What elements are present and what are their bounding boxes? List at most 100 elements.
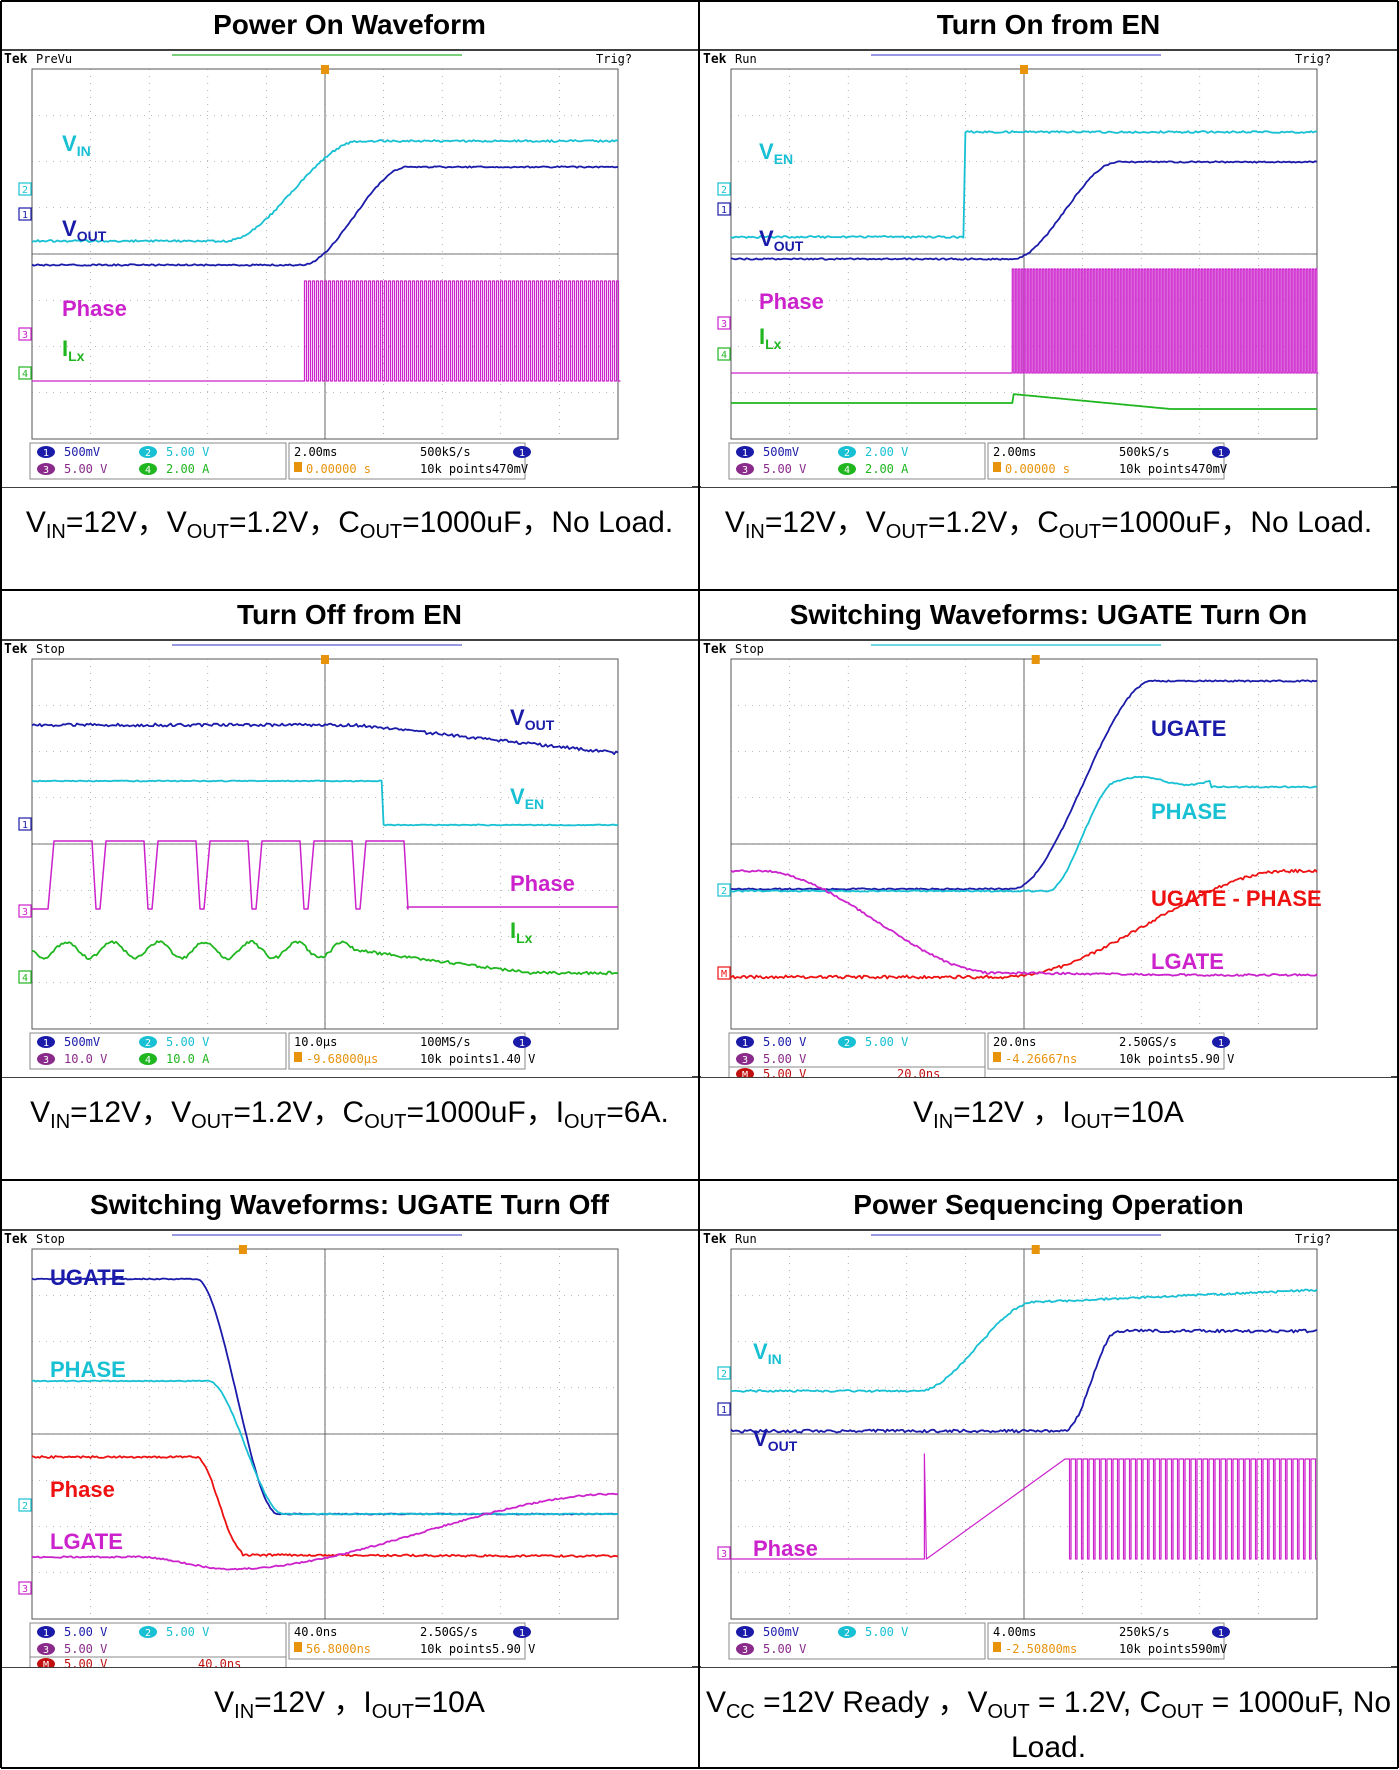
tek-logo: Tek: [703, 642, 727, 657]
caption-segment: IN: [46, 521, 66, 543]
svg-text:2: 2: [844, 448, 850, 459]
svg-text:5.00 V: 5.00 V: [763, 1642, 806, 1656]
svg-text:500mV: 500mV: [64, 445, 100, 459]
svg-text:500kS/s: 500kS/s: [1119, 445, 1170, 459]
svg-text:M: M: [742, 1070, 748, 1077]
trigger-marker: [1032, 655, 1040, 664]
channel-marker: 3: [22, 907, 28, 918]
panel-2: Turn On from EN Tek Run Trig? 2 1 3 4 VEN VOUT Pha…: [699, 0, 1398, 590]
caption-segment: IN: [745, 521, 765, 543]
tek-logo: Tek: [703, 1232, 727, 1247]
svg-text:3: 3: [742, 1055, 748, 1066]
svg-text:2.50GS/s: 2.50GS/s: [1119, 1035, 1177, 1049]
svg-text:10k points: 10k points: [1119, 1052, 1191, 1066]
trace-label: PHASE: [1151, 799, 1227, 824]
caption-segment: OUT: [1071, 1111, 1113, 1133]
svg-text:5.00 V: 5.00 V: [166, 1035, 209, 1049]
channel-marker: 3: [721, 319, 727, 330]
svg-text:2: 2: [844, 1038, 850, 1049]
tek-logo: Tek: [4, 642, 28, 657]
svg-text:100MS/s: 100MS/s: [420, 1035, 471, 1049]
svg-text:56.8000ns: 56.8000ns: [306, 1642, 371, 1656]
panel-title: Turn On from EN: [699, 0, 1398, 50]
panel-1: Power On Waveform Tek PreVu Trig? 2 1 3 4 VIN VOU…: [0, 0, 699, 590]
svg-text:M: M: [43, 1660, 49, 1667]
oscilloscope-screen: Tek PreVu Trig?2134VINVOUTPhaseILx1 500mV 2 5…: [2, 51, 692, 487]
svg-text:1: 1: [43, 448, 49, 459]
caption-segment: =1000uF，I: [406, 1096, 564, 1129]
caption-segment: IN: [50, 1111, 70, 1133]
svg-text:10k points: 10k points: [1119, 462, 1191, 476]
trace-label: Phase: [50, 1477, 115, 1502]
svg-text:4: 4: [844, 465, 850, 476]
svg-text:5.00 V: 5.00 V: [64, 1625, 107, 1639]
trace-label: Phase: [62, 296, 127, 321]
trigger-marker: [1032, 1245, 1040, 1254]
acq-mode: Stop: [735, 642, 764, 656]
svg-text:10.0 V: 10.0 V: [64, 1052, 107, 1066]
svg-text:5.00 V: 5.00 V: [763, 1052, 806, 1066]
tek-logo: Tek: [4, 1232, 28, 1247]
svg-text:40.0ns: 40.0ns: [294, 1625, 337, 1639]
caption-segment: =6A.: [606, 1096, 669, 1129]
svg-text:5.00 V: 5.00 V: [865, 1035, 908, 1049]
svg-text:500mV: 500mV: [763, 445, 799, 459]
svg-text:10k points: 10k points: [420, 462, 492, 476]
caption-segment: =1000uF，No Load.: [1101, 506, 1372, 539]
caption-segment: =1.2V，C: [233, 1096, 364, 1129]
svg-text:2.00 V: 2.00 V: [865, 445, 908, 459]
svg-text:-4.26667ns: -4.26667ns: [1005, 1052, 1077, 1066]
trace-label: Phase: [510, 871, 575, 896]
channel-marker: 1: [721, 205, 727, 216]
svg-text:1: 1: [519, 1628, 525, 1639]
panel-title: Switching Waveforms: UGATE Turn Off: [0, 1180, 699, 1230]
caption-segment: V: [30, 1096, 50, 1129]
acq-mode: PreVu: [36, 52, 72, 66]
svg-text:-2.50800ms: -2.50800ms: [1005, 1642, 1077, 1656]
acq-mode: Stop: [36, 642, 65, 656]
svg-text:0.00000 s: 0.00000 s: [1005, 462, 1070, 476]
acq-mode: Stop: [36, 1232, 65, 1246]
channel-marker: 3: [22, 1584, 28, 1595]
svg-text:5.00 V: 5.00 V: [763, 462, 806, 476]
oscilloscope-screen: Tek Run Trig?2134VENVOUTPhaseILx1 500mV 2 2.0…: [701, 51, 1391, 487]
caption-segment: =1.2V，C: [229, 506, 360, 539]
caption-segment: =10A: [1113, 1096, 1184, 1129]
svg-text:5.00 V: 5.00 V: [865, 1625, 908, 1639]
caption-segment: = 1.2V, C: [1030, 1686, 1161, 1719]
caption-segment: OUT: [187, 521, 229, 543]
caption-segment: V: [725, 506, 745, 539]
svg-text:4: 4: [145, 465, 151, 476]
caption-segment: OUT: [987, 1701, 1029, 1723]
svg-text:470mV: 470mV: [1191, 462, 1227, 476]
svg-text:2.00ms: 2.00ms: [294, 445, 337, 459]
acq-mode: Run: [735, 52, 757, 66]
svg-text:2: 2: [844, 1628, 850, 1639]
svg-text:3: 3: [742, 1645, 748, 1656]
caption-segment: IN: [933, 1111, 953, 1133]
svg-text:20.0ns: 20.0ns: [897, 1067, 940, 1077]
caption-segment: OUT: [1059, 521, 1101, 543]
svg-text:1: 1: [43, 1628, 49, 1639]
panel-3: Turn Off from EN Tek Stop 1 3 4 VOUT VEN Phase IL…: [0, 590, 699, 1180]
svg-text:4.00ms: 4.00ms: [993, 1625, 1036, 1639]
svg-text:1.40 V: 1.40 V: [492, 1052, 535, 1066]
channel-marker: 1: [22, 210, 28, 221]
caption-segment: OUT: [372, 1701, 414, 1723]
panel-caption: VIN=12V，VOUT=1.2V，COUT=1000uF，No Load.: [699, 505, 1398, 550]
trace-label: UGATE: [1151, 716, 1226, 741]
caption-segment: OUT: [886, 521, 928, 543]
caption-segment: V: [706, 1686, 726, 1719]
svg-text:1: 1: [742, 448, 748, 459]
caption-segment: OUT: [364, 1111, 406, 1133]
trace-label: UGATE - PHASE: [1151, 886, 1322, 911]
channel-marker: 4: [22, 369, 28, 380]
caption-segment: =12V ，I: [254, 1686, 372, 1719]
svg-text:5.90 V: 5.90 V: [1191, 1052, 1234, 1066]
svg-text:10k points: 10k points: [420, 1642, 492, 1656]
caption-segment: =12V，V: [66, 506, 187, 539]
svg-text:3: 3: [43, 1055, 49, 1066]
svg-text:1: 1: [1218, 1628, 1224, 1639]
caption-segment: CC: [726, 1701, 755, 1723]
svg-text:500mV: 500mV: [763, 1625, 799, 1639]
